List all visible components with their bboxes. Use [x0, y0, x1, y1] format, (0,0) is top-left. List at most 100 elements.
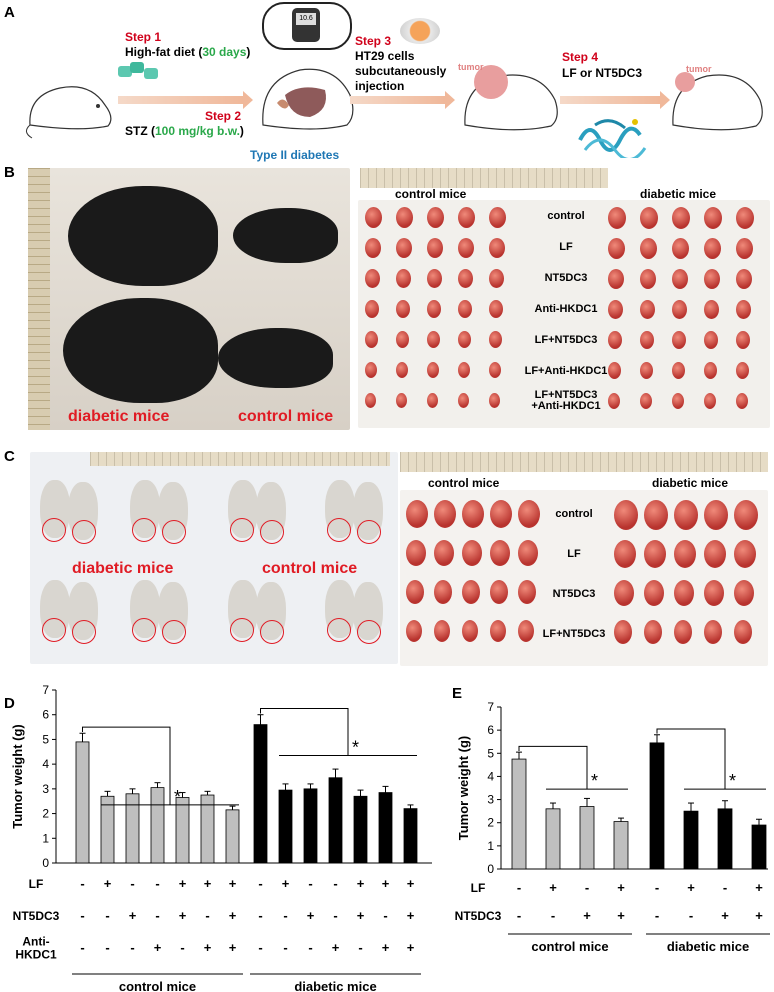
factor-symbol: - — [105, 908, 109, 923]
tumor-diabetic — [608, 207, 626, 229]
tumor-circle — [357, 520, 381, 544]
y-tick-label: 5 — [487, 746, 494, 760]
bar — [225, 809, 240, 864]
y-tick-label: 1 — [42, 831, 49, 845]
tumor-diabetic — [736, 393, 748, 409]
tumor-control — [427, 393, 438, 408]
tumor-diabetic — [672, 331, 686, 349]
factor-symbol: - — [358, 940, 362, 955]
tumor-control — [489, 393, 500, 408]
factor-symbol: - — [155, 908, 159, 923]
factor-symbol: + — [357, 908, 365, 923]
tumor-diabetic — [608, 331, 622, 349]
factor-symbol: + — [617, 880, 625, 895]
tumor-control — [462, 580, 480, 604]
tumor-diabetic — [704, 300, 719, 319]
tumor-control — [458, 300, 472, 318]
y-tick-label: 7 — [487, 700, 494, 714]
type2-diabetes-label: Type II diabetes — [250, 148, 340, 162]
factor-symbol: - — [655, 908, 659, 923]
panel-b-mice-photo — [28, 168, 350, 430]
b-row-label: NT5DC3 — [544, 272, 588, 284]
factor-symbol: + — [179, 876, 187, 891]
panel-c-letter: C — [4, 448, 15, 465]
tumor-diabetic — [736, 362, 749, 379]
tumor-diabetic — [672, 362, 685, 379]
tumor-diabetic — [640, 393, 652, 409]
tumor-diabetic — [734, 580, 754, 606]
tumor-circle — [72, 620, 96, 644]
c-label-diabetic: diabetic mice — [72, 560, 174, 577]
factor-symbol: + — [307, 908, 315, 923]
factor-symbol: - — [180, 940, 184, 955]
c-label-control: control mice — [262, 560, 358, 577]
tumor-diabetic — [674, 620, 692, 644]
bar — [751, 824, 767, 870]
factor-symbol: - — [383, 908, 387, 923]
bar — [545, 808, 561, 870]
factor-symbol: + — [549, 880, 557, 895]
tumor-diabetic — [614, 540, 636, 568]
b-label-diabetic: diabetic mice — [68, 408, 170, 425]
tumor-control — [396, 393, 407, 408]
c-row-label: LF — [567, 548, 581, 560]
tumor-diabetic — [672, 393, 684, 409]
panel-d-letter: D — [4, 695, 15, 712]
tumor-circle — [42, 618, 66, 642]
tumor-diabetic — [608, 362, 621, 379]
b-header-control: control mice — [395, 187, 467, 201]
y-tick-label: 0 — [42, 856, 49, 870]
factor-symbol: + — [357, 876, 365, 891]
tumor-diabetic — [704, 207, 722, 229]
factor-symbol: + — [204, 940, 212, 955]
bar — [353, 795, 368, 864]
tumor-diabetic — [736, 238, 753, 259]
tumor-control — [427, 269, 442, 288]
factor-symbol: - — [308, 940, 312, 955]
tumor-diabetic — [736, 207, 754, 229]
factor-symbol: - — [258, 876, 262, 891]
c-row-label: NT5DC3 — [552, 588, 596, 600]
bar — [303, 788, 318, 864]
tumor-circle — [72, 520, 96, 544]
tumor-control — [365, 331, 378, 348]
bar — [511, 758, 527, 870]
tumor-diabetic — [672, 238, 689, 259]
factor-symbol: - — [155, 876, 159, 891]
tumor-circle — [327, 518, 351, 542]
petri-dish-icon — [400, 18, 440, 44]
tumor-diabetic — [640, 300, 655, 319]
tumor-control — [396, 207, 413, 228]
c-row-label: control — [555, 508, 593, 520]
bar — [75, 741, 90, 864]
significance-star: * — [174, 787, 181, 807]
tumor-control — [434, 540, 454, 566]
y-tick-label: 4 — [42, 757, 49, 771]
tumor-control — [489, 331, 502, 348]
tumor-circle — [42, 518, 66, 542]
tumor-diabetic — [736, 331, 750, 349]
tumor-circle — [162, 620, 186, 644]
bar — [328, 777, 343, 864]
tumor-diabetic — [672, 269, 688, 289]
arrow-1 — [118, 91, 253, 109]
panel-b-letter: B — [4, 164, 15, 181]
tumor-control — [489, 300, 503, 318]
factor-symbol: - — [655, 880, 659, 895]
tumor-control — [396, 331, 409, 348]
tumor-diabetic — [704, 580, 724, 606]
b-row-label: Anti-HKDC1 — [534, 303, 598, 315]
y-tick-label: 3 — [42, 782, 49, 796]
tumor-control — [490, 580, 508, 604]
factor-symbol: + — [617, 908, 625, 923]
tumor-label-1: tumor — [458, 62, 484, 72]
step2-title: Step 2 — [205, 109, 242, 123]
b-row-label: LF+Anti-HKDC1 — [524, 365, 608, 377]
bar — [378, 792, 393, 864]
bar — [613, 821, 629, 870]
group-label: diabetic mice — [294, 979, 376, 992]
factor-label: NT5DC3 — [455, 909, 502, 923]
tumor-control — [458, 331, 471, 348]
step3-line1: HT29 cells — [355, 49, 415, 63]
